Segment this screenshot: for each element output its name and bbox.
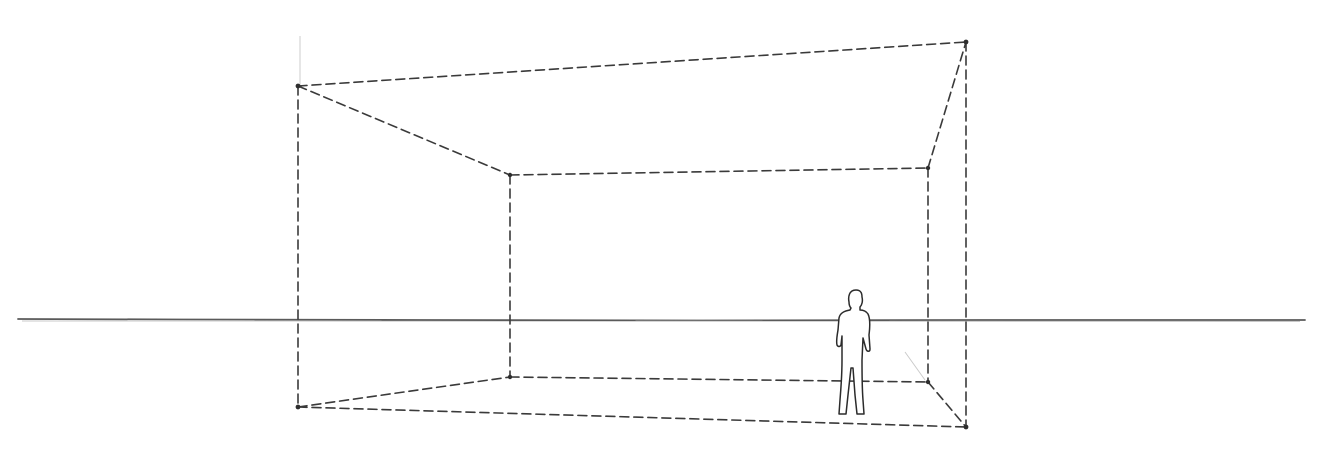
vertex-marker [963, 39, 969, 45]
room-walls [297, 41, 967, 428]
floor-right-edge [927, 381, 967, 428]
ceiling-left-edge [297, 85, 511, 176]
room-floor [297, 376, 967, 428]
horizon-line [17, 318, 1306, 322]
vertex-marker [295, 83, 301, 89]
vertex-marker [925, 165, 931, 171]
room-vertices [295, 39, 969, 430]
ceiling-front-edge [297, 41, 967, 87]
human-figure [835, 289, 871, 415]
vertex-marker [507, 374, 513, 380]
floor-back-edge [509, 376, 929, 383]
construction-guide-right [904, 351, 926, 381]
vertex-marker [925, 379, 931, 385]
floor-left-edge [297, 376, 511, 408]
construction-guides [299, 36, 926, 381]
vertex-marker [295, 404, 301, 410]
floor-front-edge [297, 406, 967, 428]
room-ceiling [297, 41, 967, 176]
ceiling-back-edge [509, 167, 929, 176]
vertex-marker [507, 172, 513, 178]
ceiling-right-edge [927, 41, 967, 169]
vertex-marker [963, 424, 969, 430]
